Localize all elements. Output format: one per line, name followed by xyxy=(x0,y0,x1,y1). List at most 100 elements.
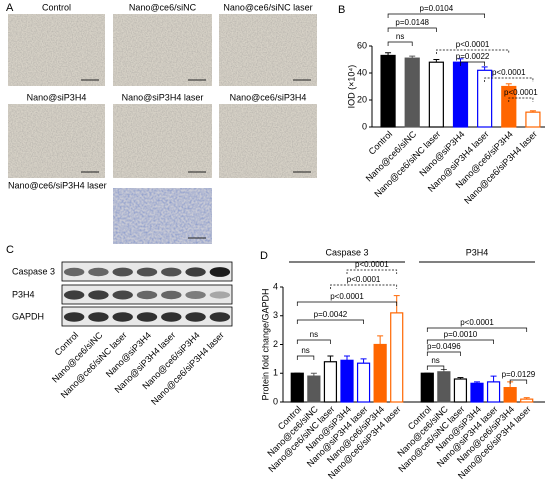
blot-band xyxy=(112,267,133,277)
blot-band xyxy=(88,267,109,277)
image-label: Nano@ce6/siNC xyxy=(129,2,197,12)
blot-band xyxy=(136,312,158,322)
significance-label: p=0.0104 xyxy=(420,4,454,13)
blot-band xyxy=(161,290,182,300)
significance-label: ns xyxy=(301,346,309,355)
micrograph-texture xyxy=(113,104,212,178)
blot-row-label: GAPDH xyxy=(12,311,44,321)
significance-bracket xyxy=(296,319,364,324)
blot-band xyxy=(209,291,231,299)
bar xyxy=(452,61,469,128)
blot-row-label: P3H4 xyxy=(12,289,35,299)
image-label: Control xyxy=(42,2,71,12)
bar xyxy=(373,343,387,403)
blot-band xyxy=(185,267,206,277)
y-axis-label: IOD (×10⁴) xyxy=(346,65,356,109)
blot-band xyxy=(112,290,133,300)
significance-bracket xyxy=(346,269,398,274)
group-label: Caspase 3 xyxy=(325,247,368,257)
significance-label: p=0.0148 xyxy=(395,18,429,27)
bar xyxy=(340,359,354,403)
micrograph-texture xyxy=(219,104,317,178)
micrograph-texture xyxy=(8,14,105,86)
significance-label: p=0.0129 xyxy=(502,370,536,379)
image-label: Nano@ce6/siNC laser xyxy=(223,2,312,12)
y-axis-label: Protein fold change/GAPDH xyxy=(260,288,270,400)
significance-label: p=0.0042 xyxy=(314,310,348,319)
y-tick-label: 20 xyxy=(357,94,367,104)
significance-bracket xyxy=(484,77,534,82)
bar xyxy=(380,54,396,128)
bar xyxy=(290,372,304,403)
bar xyxy=(486,381,501,403)
significance-label: ns xyxy=(310,330,318,339)
significance-bracket xyxy=(426,365,445,370)
image-label: Nano@ce6/siP3H4 laser xyxy=(8,180,107,190)
blot-row-label: Caspase 3 xyxy=(12,266,55,276)
blot-band xyxy=(136,290,158,300)
significance-label: p<0.0001 xyxy=(347,275,381,284)
significance-bracket xyxy=(387,41,413,46)
significance-bracket xyxy=(509,379,528,384)
bar xyxy=(323,361,338,403)
blot-band xyxy=(161,312,182,322)
blot-band xyxy=(185,291,206,299)
significance-label: p<0.0001 xyxy=(492,68,526,77)
y-tick-label: 0 xyxy=(362,121,367,131)
panel-label: B xyxy=(338,4,345,16)
y-tick-label: 1 xyxy=(273,368,278,378)
blot-band xyxy=(161,267,182,277)
bar xyxy=(503,387,517,403)
significance-label: p=0.0022 xyxy=(456,52,490,61)
bar xyxy=(470,382,484,403)
significance-bracket xyxy=(330,284,398,289)
significance-bracket xyxy=(387,13,485,18)
significance-label: p=0.0496 xyxy=(427,342,461,351)
bar xyxy=(477,69,493,128)
micrograph-texture xyxy=(219,14,317,86)
bar xyxy=(428,61,444,128)
panel-label: D xyxy=(260,250,268,262)
blot-band xyxy=(112,312,133,322)
significance-bracket xyxy=(296,339,331,344)
significance-label: p<0.0001 xyxy=(330,292,364,301)
blot-band xyxy=(63,267,85,277)
significance-bracket xyxy=(296,355,315,360)
micrograph-texture xyxy=(8,104,105,178)
bar xyxy=(437,371,451,403)
significance-label: p<0.0001 xyxy=(460,318,494,327)
panel-label: A xyxy=(6,2,14,14)
y-tick-label: 60 xyxy=(357,40,367,50)
significance-label: p<0.0001 xyxy=(504,88,538,97)
panel-label: C xyxy=(6,244,14,256)
blot-band xyxy=(63,290,85,300)
significance-bracket xyxy=(426,351,461,356)
significance-label: p<0.0001 xyxy=(456,40,490,49)
blot-band xyxy=(209,312,231,322)
bar xyxy=(390,312,404,403)
significance-label: ns xyxy=(396,32,404,41)
significance-bracket xyxy=(387,27,437,32)
image-label: Nano@siP3H4 laser xyxy=(122,92,204,102)
significance-bracket xyxy=(296,301,398,306)
bar xyxy=(520,398,534,403)
micrograph-texture xyxy=(113,14,212,86)
image-label: Nano@siP3H4 xyxy=(27,92,87,102)
group-label: P3H4 xyxy=(466,247,489,257)
bar xyxy=(453,378,468,403)
bar xyxy=(404,57,420,128)
bar xyxy=(420,372,434,403)
blot-band xyxy=(209,267,231,277)
significance-bracket xyxy=(426,327,528,332)
y-tick-label: 2 xyxy=(273,339,278,349)
blot-band xyxy=(136,267,158,277)
significance-label: p=0.0010 xyxy=(444,330,478,339)
y-tick-label: 0 xyxy=(273,396,278,406)
y-tick-label: 40 xyxy=(357,67,367,77)
bar xyxy=(307,375,321,403)
significance-bracket xyxy=(436,49,510,54)
blot-band xyxy=(88,290,109,300)
y-tick-label: 4 xyxy=(273,281,278,291)
image-label: Nano@ce6/siP3H4 xyxy=(230,92,307,102)
